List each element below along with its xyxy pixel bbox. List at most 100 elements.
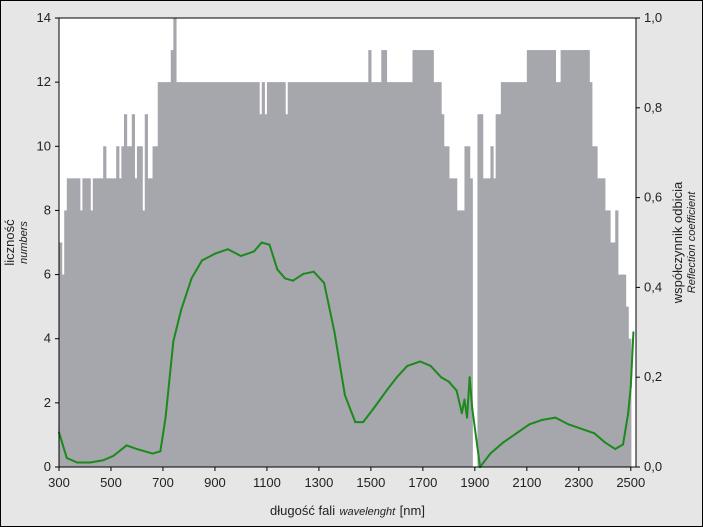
line-segment [268,243,279,271]
x-tick-label: 500 [100,475,122,490]
histogram-bar [253,82,258,468]
line-segment [252,241,263,253]
histogram-bar [441,114,445,467]
histogram-bar [534,50,538,467]
y-right-tick-label: 0,8 [644,100,662,115]
line-segment [627,385,632,415]
histogram-bar [524,82,528,468]
histogram-bar [433,82,437,468]
histogram-bar [298,82,302,468]
histogram-bar [175,82,180,468]
y-right-tick-label: 0,0 [644,459,662,474]
line-segment [385,376,398,392]
histogram-bar [204,82,208,468]
y-left-tick-label: 6 [44,267,51,282]
histogram-bar [350,82,354,468]
histogram-bar [178,82,182,468]
histogram-bar [506,82,510,468]
histogram-bar [160,82,164,468]
histogram-bar [266,82,271,468]
histogram-bar [121,146,125,468]
x-tick-label: 1100 [253,475,281,490]
y-axis-left-label-main: liczność [2,219,17,266]
histogram-bar [305,82,310,468]
histogram-bar [285,114,289,467]
y-left-tick-label: 10 [37,138,51,153]
line-segment [471,407,482,468]
histogram-bar [430,50,434,467]
histogram-bar [201,82,206,468]
histogram-bar [363,82,367,468]
y-left-tick-label: 2 [44,395,51,410]
histogram-bar [105,178,109,467]
histogram-bar [337,82,341,468]
histogram-bar [586,50,590,467]
x-tick-label: 900 [204,475,226,490]
line-segment [372,389,388,410]
line-segment [479,452,492,468]
histogram-bar [134,178,138,467]
x-tick-label: 2100 [512,475,541,490]
histogram-bar [256,82,260,468]
histogram-bar [71,178,76,467]
y-axis-right: 0,0 0,2 0,4 0,6 0,8 1,0 [636,10,662,474]
histogram-bar [407,82,411,468]
line-segment [395,364,409,379]
histogram-bar [617,274,622,467]
line-segment [429,364,443,379]
histogram-bar [500,82,505,468]
histogram-bar [511,82,515,468]
x-tick-label: 300 [48,475,70,490]
line-segment [593,432,606,444]
histogram-bar [261,82,265,468]
histogram-bar [308,82,312,468]
histogram-bar [519,82,523,468]
histogram-bar [220,82,224,468]
histogram-bar [597,178,601,467]
histogram-bar [59,242,63,467]
histogram-bar [77,178,81,467]
histogram-bar [188,82,193,468]
histogram-bar [217,82,221,468]
line-segment [323,281,336,334]
histogram-bar [498,114,502,467]
histogram-bar [282,82,286,468]
histogram-bar [118,178,122,467]
histogram-bar [321,82,325,468]
histogram-bar [334,82,338,468]
histogram-bar [610,242,614,467]
histogram-bar [620,274,624,467]
histogram-bar [274,82,278,468]
histogram-bar [448,178,453,467]
reflection-series [58,241,635,468]
histogram-bar [391,82,395,468]
histogram-bar [82,178,86,467]
x-axis-title: długość fali wavelenght [nm] [270,502,425,519]
x-tick-label: 700 [152,475,174,490]
x-axis: 300 500 700 900 1100 1300 1500 1700 1900 2100 2300… [48,467,645,490]
histogram-bar [446,146,450,468]
histogram-bar [545,50,549,467]
histogram-bar [316,82,320,468]
histogram-bar [513,82,518,468]
histogram-bar [64,210,68,467]
histogram-bar [394,82,398,468]
histogram-bar [459,210,463,467]
x-tick-label: 2500 [616,475,645,490]
histogram-bar [503,82,507,468]
histogram-bar [214,82,219,468]
y-axis-left: 0 2 4 6 8 10 12 14 [37,10,59,474]
line-segment [284,277,294,282]
histogram-bar [409,82,414,468]
histogram-bar [92,178,96,467]
histogram-bar [469,178,473,467]
histogram-bar [376,82,380,468]
histogram-bar [417,50,421,467]
histogram-bar [396,82,401,468]
histogram-bar [381,50,385,467]
histogram-bar [264,114,268,467]
histogram-bar [539,50,544,467]
histogram-bar [443,146,447,468]
histogram-bar [209,82,213,468]
histogram-bar [602,178,606,467]
